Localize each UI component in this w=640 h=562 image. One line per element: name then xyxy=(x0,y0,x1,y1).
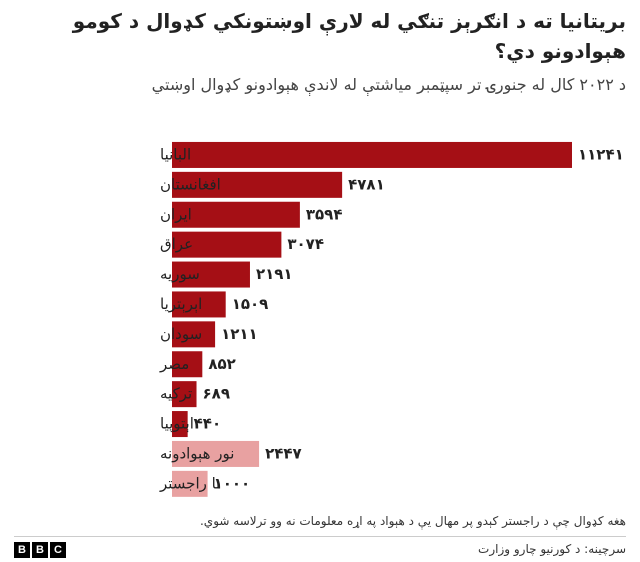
category-label: نا راجستر xyxy=(159,474,220,492)
category-label: مصر xyxy=(159,355,189,373)
logo-letter: C xyxy=(50,542,66,558)
bar xyxy=(172,321,216,348)
bar xyxy=(172,231,282,258)
chart-title: بریتانیا ته د انګرېز تنګي له لارې اوښتون… xyxy=(72,9,626,63)
category-label: ترکیه xyxy=(160,385,192,403)
category-label: سودان xyxy=(160,325,202,343)
value-label: ۱۰۰۰ xyxy=(214,474,251,492)
value-label: ۲۱۹۱ xyxy=(256,265,293,283)
bar xyxy=(172,171,343,198)
category-label: ایران xyxy=(160,205,192,223)
value-label: ۱۱۲۴۱ xyxy=(578,145,624,163)
category-label: نور هېوادونه xyxy=(160,444,234,463)
chart: البانیا ۱۱۲۴۱ افغانستان ۴۷۸۱ ایران ۳۵۹۴ عراق ۳۰… xyxy=(159,141,624,497)
bar xyxy=(172,201,300,228)
category-label: اېتوپیا xyxy=(160,415,194,434)
value-label: ۲۴۴۷ xyxy=(265,444,302,462)
category-label: افغانستان xyxy=(160,175,221,193)
bar xyxy=(172,470,208,497)
logo-letter: B xyxy=(14,542,30,558)
value-label: ۶۸۹ xyxy=(203,385,230,403)
category-label: اېرېتریا xyxy=(160,295,202,314)
category-label: سوریه xyxy=(160,265,200,283)
bar xyxy=(172,351,203,378)
category-label: البانیا xyxy=(160,145,191,163)
chart-subtitle: د ۲۰۲۲ کال له جنورۍ تر سپټمبر میاشتې له … xyxy=(151,75,626,94)
value-label: ۳۰۷۴ xyxy=(287,235,324,253)
value-label: ۸۵۲ xyxy=(208,355,235,373)
logo: B B C xyxy=(14,542,66,558)
source: سرچینه: د کورنیو چارو وزارت xyxy=(478,542,626,556)
value-label: ۳۵۹۴ xyxy=(306,205,343,223)
category-label: عراق xyxy=(160,235,193,253)
value-label: ۱۲۱۱ xyxy=(221,325,258,343)
value-label: ۱۵۰۹ xyxy=(232,295,269,313)
bar xyxy=(172,381,197,408)
value-label: ۴۷۸۱ xyxy=(348,175,385,193)
bar xyxy=(172,261,250,288)
logo-letter: B xyxy=(32,542,48,558)
bar xyxy=(172,141,572,168)
footnote: هغه کډوال چې د راجستر کېدو پر مهال یې د … xyxy=(199,514,626,528)
bar xyxy=(172,291,226,318)
bar xyxy=(172,440,260,467)
value-label: ۴۴۰ xyxy=(194,415,221,433)
bar xyxy=(172,411,188,438)
divider xyxy=(14,536,626,537)
